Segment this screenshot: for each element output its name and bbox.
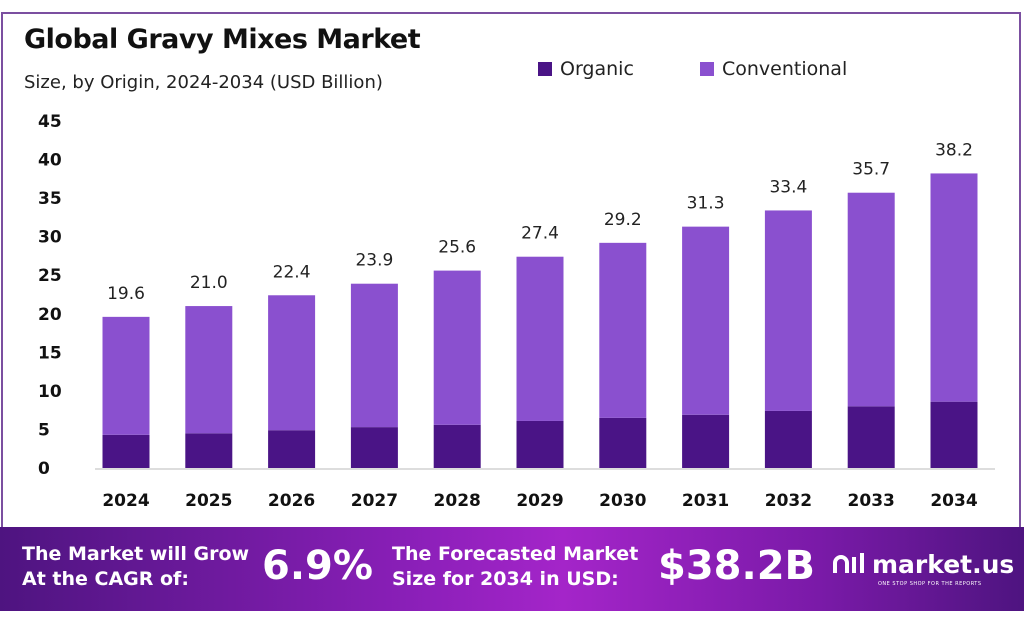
bar-organic-2031 xyxy=(682,414,730,468)
bar-organic-2033 xyxy=(847,406,895,468)
data-label-total: 21.0 xyxy=(190,273,228,293)
bar-conventional-2026 xyxy=(268,295,316,431)
legend-label: Conventional xyxy=(722,58,848,80)
y-tick-label: 30 xyxy=(38,228,62,248)
y-tick-label: 15 xyxy=(38,343,62,363)
logo-tagline: ONE STOP SHOP FOR THE REPORTS xyxy=(878,581,982,587)
bar-conventional-2032 xyxy=(764,210,812,411)
bar-conventional-2028 xyxy=(433,270,481,425)
chart-plot: 05101520253035404519.6202421.0202522.420… xyxy=(38,112,995,511)
x-tick-label: 2029 xyxy=(516,491,563,511)
logo-icon xyxy=(833,553,864,573)
legend-label: Organic xyxy=(560,58,634,80)
data-label-total: 35.7 xyxy=(852,160,890,180)
legend-item-conventional: Conventional xyxy=(700,58,847,80)
bar-conventional-2031 xyxy=(682,226,730,415)
forecast-value: $38.2B xyxy=(658,543,816,589)
x-tick-label: 2025 xyxy=(185,491,232,511)
forecast-label-line2: Size for 2034 in USD: xyxy=(392,568,619,590)
x-tick-label: 2032 xyxy=(765,491,812,511)
bar-organic-2029 xyxy=(516,420,564,468)
bar-organic-2024 xyxy=(102,434,150,468)
x-tick-label: 2024 xyxy=(102,491,149,511)
y-tick-label: 40 xyxy=(38,151,62,171)
legend-item-organic: Organic xyxy=(538,58,634,80)
data-label-total: 23.9 xyxy=(355,251,393,271)
chart-frame xyxy=(1,12,1021,528)
cagr-label-line2: At the CAGR of: xyxy=(22,568,189,590)
logo-text: market.us xyxy=(872,549,1015,579)
bar-conventional-2027 xyxy=(350,283,398,428)
market-us-logo: market.us ONE STOP SHOP FOR THE REPORTS xyxy=(832,549,1015,587)
x-tick-label: 2034 xyxy=(930,491,977,511)
legend-swatch-conventional xyxy=(700,62,714,76)
cagr-label-line1: The Market will Grow xyxy=(22,543,250,565)
chart-subtitle: Size, by Origin, 2024-2034 (USD Billion) xyxy=(24,72,383,93)
y-tick-label: 0 xyxy=(38,459,50,479)
bar-organic-2034 xyxy=(930,401,978,468)
bar-conventional-2030 xyxy=(599,242,647,418)
data-label-total: 29.2 xyxy=(604,210,642,230)
data-label-total: 33.4 xyxy=(769,177,807,197)
data-label-total: 22.4 xyxy=(273,262,311,282)
x-tick-label: 2027 xyxy=(351,491,398,511)
legend-swatch-organic xyxy=(538,62,552,76)
bar-organic-2028 xyxy=(433,424,481,468)
bar-organic-2025 xyxy=(185,433,233,468)
chart-title: Global Gravy Mixes Market xyxy=(24,24,421,55)
bar-organic-2030 xyxy=(599,417,647,468)
y-tick-label: 5 xyxy=(38,420,50,440)
y-tick-label: 45 xyxy=(38,112,62,132)
data-label-total: 25.6 xyxy=(438,238,476,258)
bar-conventional-2025 xyxy=(185,306,233,434)
bar-organic-2032 xyxy=(764,410,812,468)
bar-organic-2026 xyxy=(268,430,316,468)
cagr-value: 6.9% xyxy=(262,543,373,589)
forecast-label-line1: The Forecasted Market xyxy=(392,543,639,565)
y-tick-label: 35 xyxy=(38,189,62,209)
bar-conventional-2033 xyxy=(847,192,895,407)
bar-conventional-2029 xyxy=(516,256,564,421)
data-label-total: 27.4 xyxy=(521,224,559,244)
footer-banner: The Market will Grow At the CAGR of: 6.9… xyxy=(0,527,1024,611)
data-label-total: 19.6 xyxy=(107,284,145,304)
x-tick-label: 2030 xyxy=(599,491,646,511)
data-label-total: 31.3 xyxy=(687,194,725,214)
y-tick-label: 10 xyxy=(38,382,62,402)
y-tick-label: 20 xyxy=(38,305,62,325)
bar-organic-2027 xyxy=(350,427,398,468)
x-tick-label: 2028 xyxy=(434,491,481,511)
x-tick-label: 2031 xyxy=(682,491,729,511)
x-tick-label: 2026 xyxy=(268,491,315,511)
y-tick-label: 25 xyxy=(38,266,62,286)
bar-conventional-2024 xyxy=(102,316,150,435)
data-label-total: 38.2 xyxy=(935,140,973,160)
x-tick-label: 2033 xyxy=(848,491,895,511)
bar-conventional-2034 xyxy=(930,173,978,402)
